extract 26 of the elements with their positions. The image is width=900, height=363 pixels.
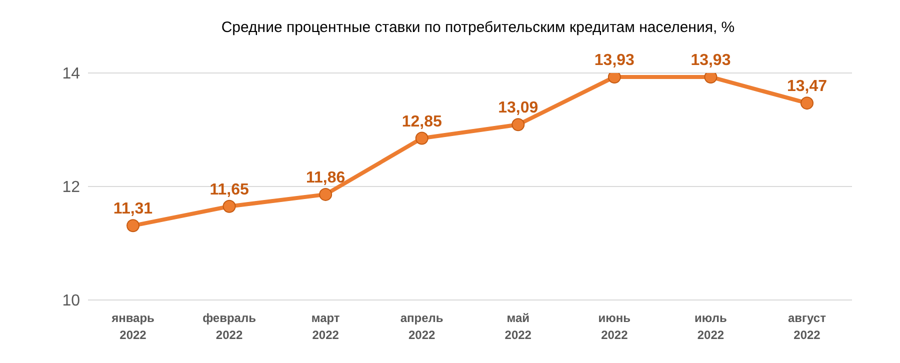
y-tick-label: 14	[62, 66, 80, 83]
y-tick-label: 10	[62, 292, 80, 310]
chart-title: Средние процентные ставки по потребительским кредитам населения, %	[220, 18, 736, 38]
data-label: 13,93	[594, 52, 635, 69]
point	[126, 219, 140, 232]
point	[800, 96, 814, 110]
x-tick-label: июнь 2022	[598, 311, 631, 342]
data-label: 11,31	[113, 200, 153, 218]
point	[222, 200, 236, 213]
x-tick-label: май 2022	[504, 311, 532, 342]
point	[415, 132, 428, 145]
data-label: 12,85	[402, 113, 442, 130]
data-label: 13,47	[786, 78, 828, 96]
data-label: 13,09	[498, 100, 538, 117]
x-tick-label: июль 2022	[694, 311, 727, 342]
data-label: 11,65	[210, 181, 249, 198]
x-tick-label: август 2022	[788, 311, 826, 342]
point	[319, 188, 332, 201]
x-tick-label: январь 2022	[112, 311, 154, 342]
y-tick-label: 12	[62, 179, 80, 196]
data-label: 13,93	[690, 52, 731, 69]
data-label: 11,86	[306, 169, 346, 186]
x-tick-label: апрель 2022	[400, 311, 444, 342]
x-tick-label: март 2022	[311, 311, 340, 342]
x-tick-label: февраль 2022	[202, 311, 256, 342]
point	[512, 118, 525, 132]
